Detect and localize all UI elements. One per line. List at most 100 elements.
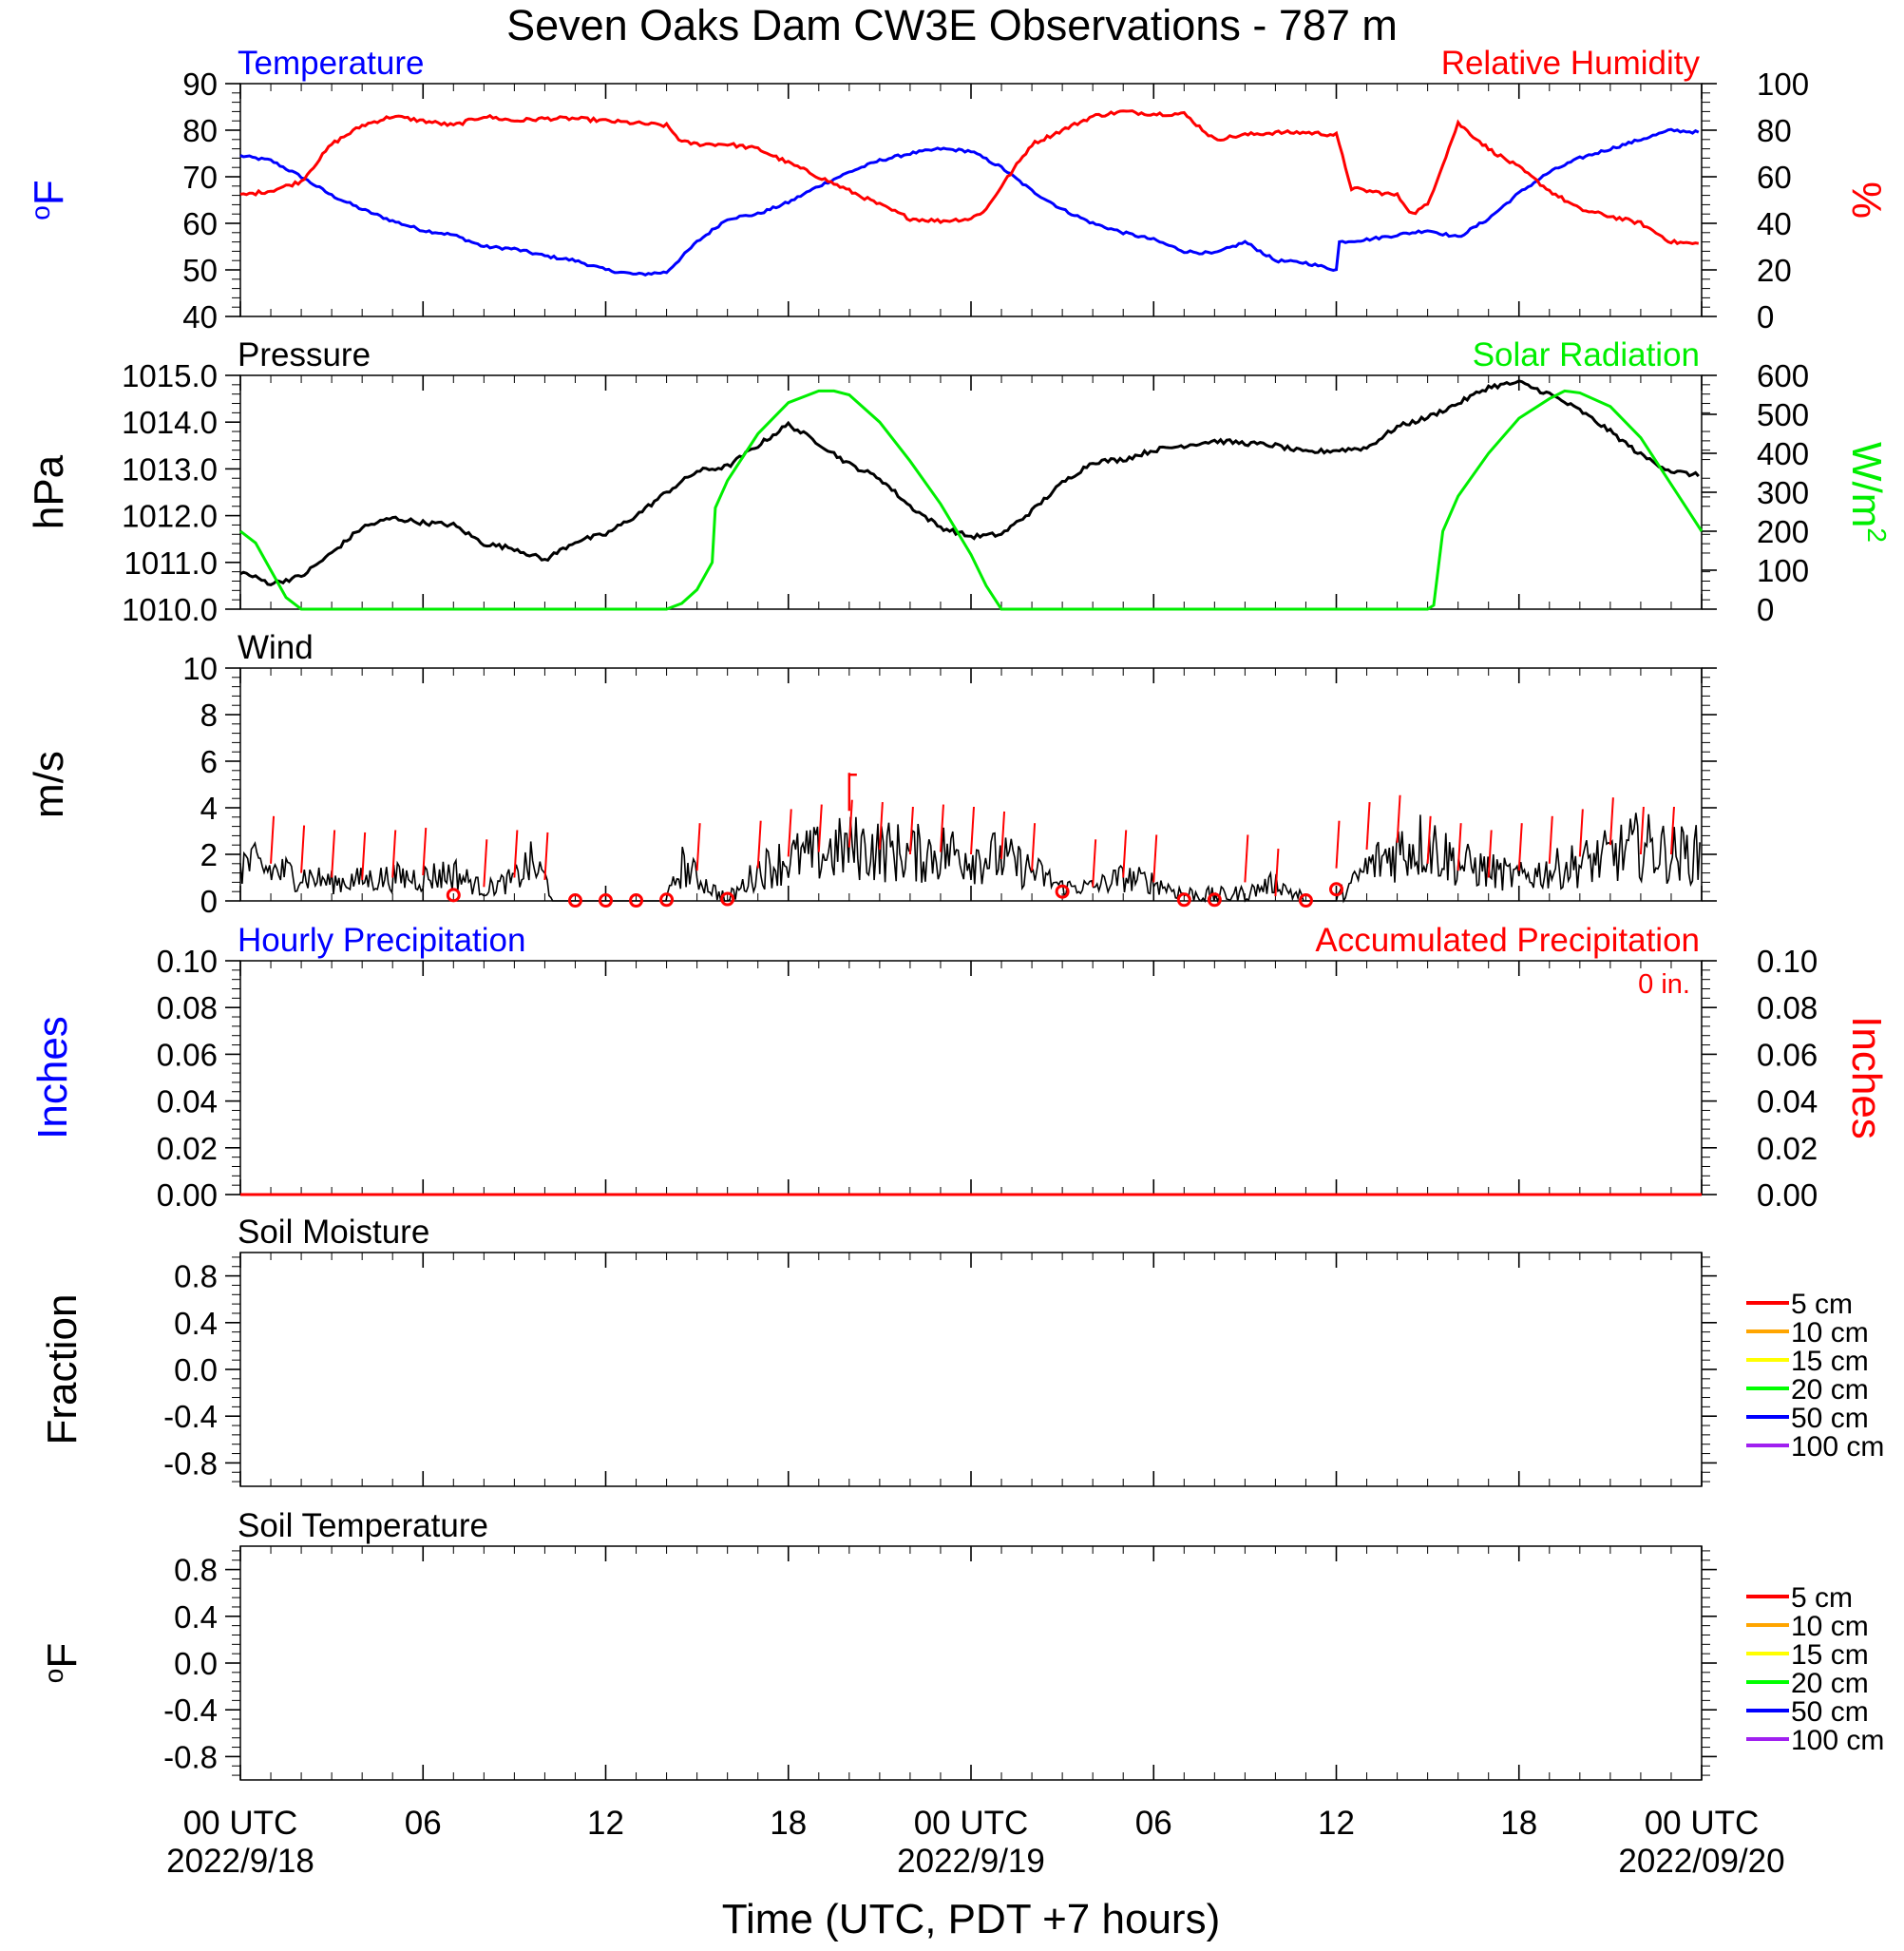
calm-wind-marker [1329, 882, 1343, 897]
unit-text: F [26, 180, 72, 205]
y-left-tick-label: -0.8 [163, 1739, 218, 1774]
panel-title-left: Soil Temperature [238, 1507, 488, 1544]
wind-barb [1578, 809, 1584, 857]
degree-superscript: o [39, 1669, 68, 1684]
wind-barb [908, 806, 914, 855]
wind-barb [1609, 797, 1614, 846]
legend-label: 10 cm [1791, 1317, 1869, 1348]
wind-barb [847, 799, 853, 848]
x-tick-label: 06 [1135, 1805, 1172, 1842]
wind-barb [1244, 834, 1249, 883]
wind-barb [513, 830, 519, 878]
y-right-tick-label: 0.08 [1757, 990, 1818, 1025]
y-right-tick-label: 0.10 [1757, 944, 1818, 979]
wind-barb [1092, 839, 1097, 888]
wind-barb [1669, 806, 1675, 855]
y-left-tick-label: 0.10 [157, 944, 218, 979]
plot-frame [239, 1252, 1703, 1487]
x-tick-label: 00 UTC [183, 1805, 298, 1842]
panel-title-left: Temperature [238, 45, 424, 82]
degree-superscript: o [26, 205, 55, 220]
y-left-tick-label: 0.8 [174, 1553, 218, 1588]
panel-title-left: Pressure [238, 336, 371, 373]
unit-superscript: 2 [1862, 527, 1892, 543]
series-solar-radiation [239, 389, 1704, 611]
wind-barb [331, 830, 336, 878]
y-right-tick-label: 80 [1757, 113, 1792, 148]
y-right-tick-label: 100 [1757, 553, 1809, 588]
y-left-tick-label: 0.00 [157, 1177, 218, 1213]
y-left-tick-label: 1010.0 [122, 592, 218, 627]
x-tick-label: 12 [587, 1805, 624, 1842]
y-left-tick-label: 40 [182, 299, 218, 335]
series-relative-humidity [239, 109, 1700, 246]
y-right-tick-label: 0 [1757, 592, 1774, 627]
wind-barb [1274, 849, 1280, 897]
y-left-tick-label: 0 [200, 884, 218, 919]
x-date-label: 2022/9/19 [897, 1843, 1045, 1880]
calm-wind-marker [567, 893, 582, 909]
wind-barb [1152, 834, 1158, 883]
y-left-tick-label: 0.4 [174, 1599, 218, 1635]
legend-label: 100 cm [1791, 1725, 1884, 1756]
wind-barb [970, 806, 975, 855]
legend-label: 20 cm [1791, 1374, 1869, 1406]
y-left-axis-label: Fraction [39, 1294, 86, 1445]
y-left-tick-label: 90 [182, 67, 218, 102]
wind-barb [695, 823, 701, 871]
x-tick-label: 12 [1318, 1805, 1355, 1842]
panel-pressure_solar: 1010.0 1011.0 1012.0 1013.0 1014.0 1015.0 0 100… [26, 336, 1892, 627]
wind-barb [1517, 823, 1523, 871]
wind-barb [1365, 802, 1371, 851]
legend-label: 50 cm [1791, 1403, 1869, 1434]
wind-barb [1548, 815, 1553, 864]
y-left-tick-label: 0.4 [174, 1306, 218, 1341]
series-temperature [239, 127, 1700, 277]
panel-title-right: Solar Radiation [1473, 336, 1700, 373]
y-right-tick-label: 0.02 [1757, 1131, 1818, 1166]
calm-wind-marker [1298, 893, 1313, 909]
wind-barb [483, 839, 488, 888]
y-left-tick-label: 70 [182, 160, 218, 195]
y-right-tick-label: 0.06 [1757, 1037, 1818, 1072]
y-left-tick-label: 50 [182, 253, 218, 288]
y-right-tick-label: 100 [1757, 67, 1809, 102]
wind-barb [270, 815, 276, 864]
y-right-axis-label: Inches [1843, 1016, 1890, 1139]
y-left-tick-label: 0.02 [157, 1131, 218, 1166]
legend-label: 5 cm [1791, 1289, 1853, 1320]
wind-barb [1335, 820, 1341, 869]
panel-title-left: Soil Moisture [238, 1214, 429, 1251]
wind-barb [817, 804, 823, 852]
x-date-label: 2022/09/20 [1618, 1843, 1784, 1880]
legend-label: 20 cm [1791, 1668, 1869, 1699]
y-right-tick-label: 0 [1757, 299, 1774, 335]
legend-label: 50 cm [1791, 1696, 1869, 1728]
panel-title-left: Hourly Precipitation [238, 922, 525, 959]
y-left-tick-label: 0.08 [157, 990, 218, 1025]
series-pressure [239, 379, 1700, 586]
wind-barb [1000, 811, 1006, 859]
wind-barb [878, 802, 884, 851]
y-right-tick-label: 300 [1757, 475, 1809, 510]
plot-frame [239, 960, 1703, 1195]
wind-barb [300, 825, 306, 873]
panel-precip: 0.00 0.02 0.04 0.06 0.08 0.10 0.00 0.02 0.04 0.06… [29, 922, 1890, 1213]
precip-total-annotation: 0 in. [1638, 969, 1690, 1000]
plot-frame [239, 374, 1703, 610]
legend-label: 10 cm [1791, 1611, 1869, 1642]
y-left-tick-label: 8 [200, 698, 218, 733]
panel-title-right: Accumulated Precipitation [1315, 922, 1700, 959]
calm-wind-marker [446, 888, 461, 903]
panel-title-left: Wind [238, 629, 314, 666]
y-left-axis-label: oF [39, 1643, 86, 1683]
wind-barb [391, 830, 397, 878]
series-wind [239, 813, 1701, 904]
calm-wind-marker [599, 893, 613, 909]
unit-text: F [39, 1643, 86, 1669]
y-right-tick-label: 60 [1757, 160, 1792, 195]
